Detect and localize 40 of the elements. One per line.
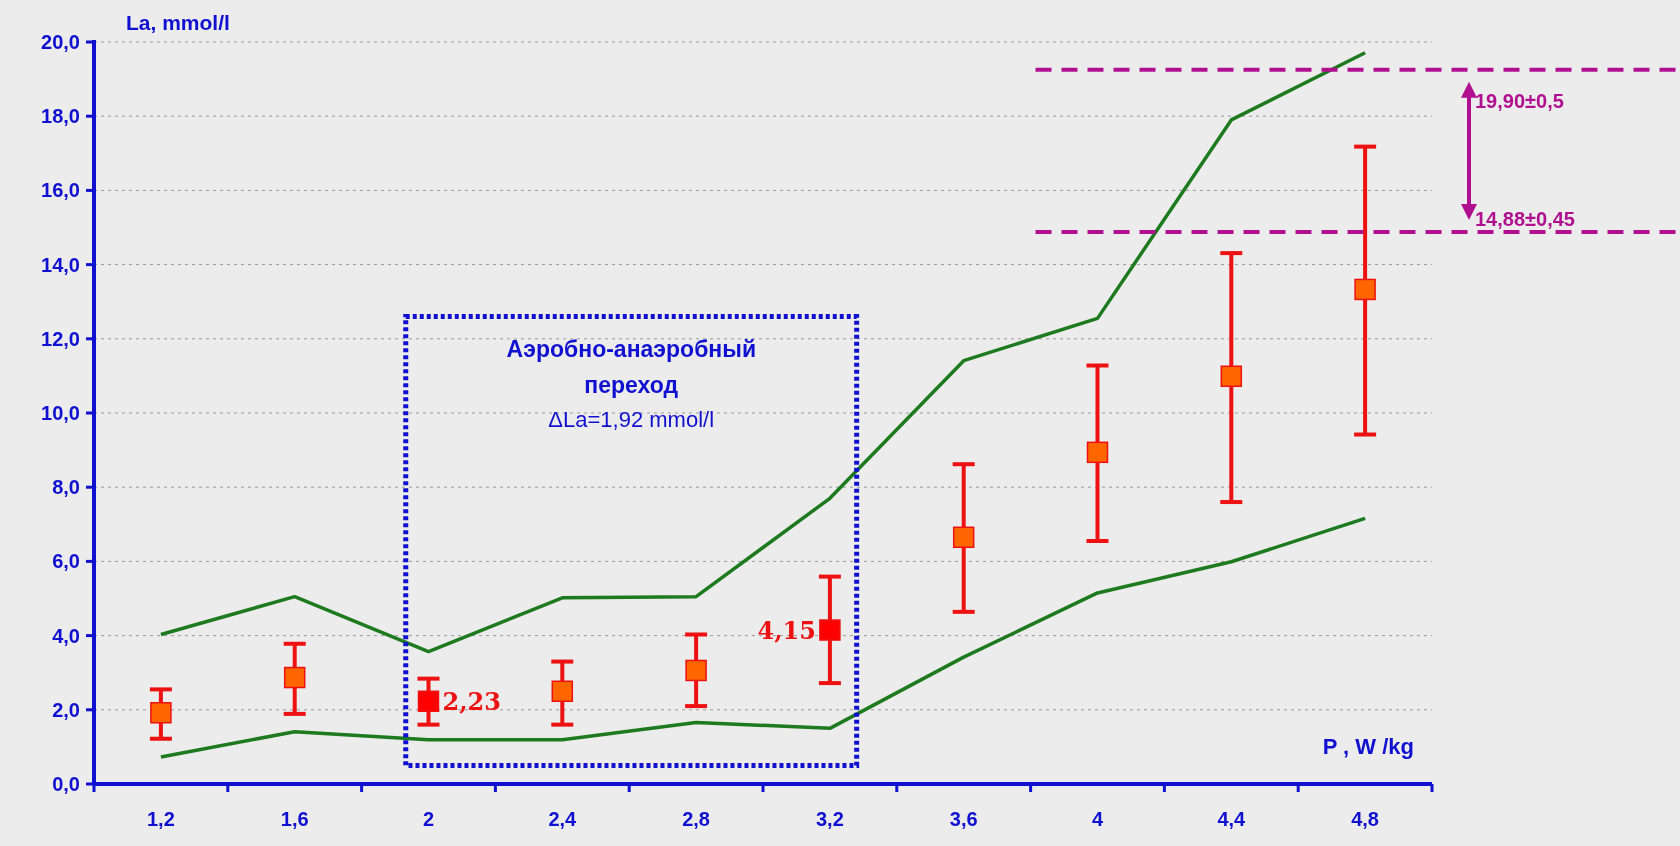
x-axis-title: P , W /kg: [1322, 734, 1414, 759]
x-tick-label: 4: [1091, 808, 1104, 830]
y-tick-label: 0,0: [52, 773, 80, 795]
annotation: 4,15: [757, 616, 816, 646]
annotation: Аэробно-анаэробный переход: [506, 335, 757, 398]
x-tick-label: 3,6: [949, 808, 978, 830]
y-tick-label: 8,0: [52, 476, 80, 499]
y-tick-label: 6,0: [52, 550, 80, 573]
point: [1086, 441, 1109, 464]
point: [819, 619, 841, 641]
point: [551, 680, 574, 702]
x-tick-label: 4,4: [1217, 808, 1247, 830]
x-tick-label: 4,8: [1351, 808, 1380, 830]
y-tick-label: 20,0: [41, 31, 80, 53]
x-tick-label: 1,6: [280, 808, 309, 830]
point: [1354, 278, 1376, 301]
point: [952, 526, 975, 549]
point: [150, 702, 172, 724]
point: [685, 659, 707, 682]
x-tick-label: 1,2: [146, 808, 175, 830]
y-axis-title: La, mmol/l: [126, 11, 230, 34]
point: [417, 690, 440, 713]
y-tick-label: 10,0: [41, 402, 80, 424]
text: 19,90±0,5: [1475, 89, 1564, 112]
y-tick-label: 12,0: [41, 327, 80, 350]
point: [1220, 365, 1243, 388]
y-tick-label: 2,0: [52, 698, 80, 721]
annotation: 2,23: [442, 687, 501, 717]
annotation: ΔLa=1,92 mmol/l: [548, 406, 715, 432]
x-tick-label: 2,4: [548, 808, 578, 830]
ref-line-label: 14,88±0,45: [1475, 207, 1575, 230]
x-tick-label: 2,8: [682, 808, 711, 830]
point: [283, 666, 306, 689]
y-tick-label: 18,0: [41, 105, 80, 128]
y-tick-label: 16,0: [41, 179, 80, 202]
x-tick-label: 2: [422, 808, 435, 830]
y-tick-label: 14,0: [41, 253, 80, 276]
x-tick-label: 3,2: [815, 808, 844, 830]
line-series: [159, 51, 1367, 654]
y-tick-label: 4,0: [52, 624, 80, 647]
